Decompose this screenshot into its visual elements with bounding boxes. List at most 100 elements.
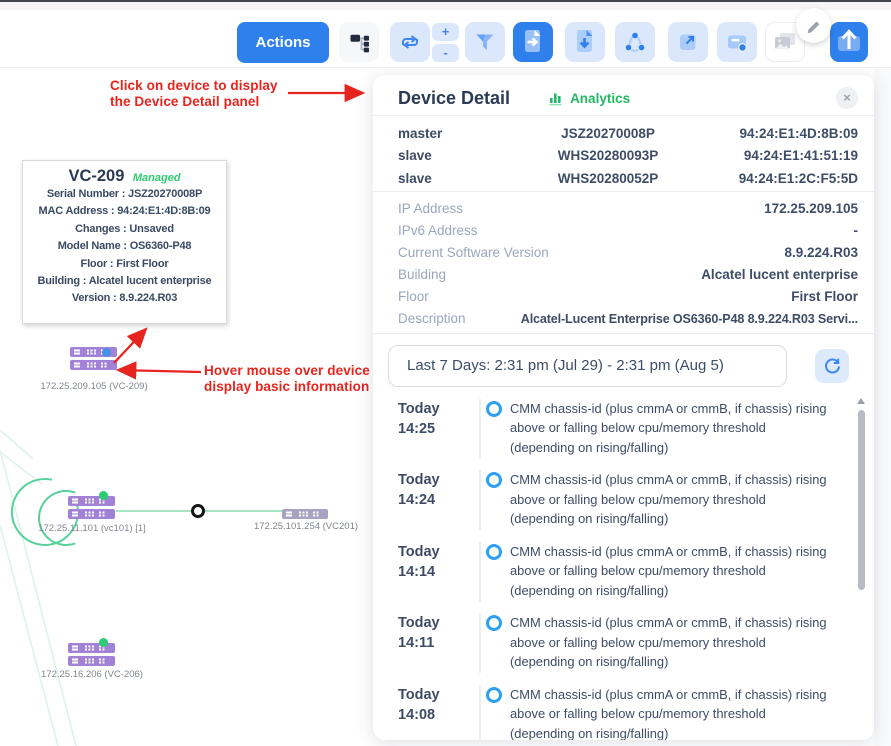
stack-row: slave WHS20280052P 94:24:E1:2C:F5:5D (398, 170, 858, 186)
device-node-vc209[interactable]: 172.25.209.105 (VC-209) (40, 347, 148, 392)
filter-icon (476, 34, 494, 50)
event-list: Today 14:25 CMM chassis-id (plus cmmA or… (373, 397, 874, 741)
event-message: CMM chassis-id (plus cmmA or cmmB, if ch… (510, 543, 827, 598)
pencil-icon (807, 21, 819, 33)
toolbar: Actions + - (0, 8, 891, 68)
archive-remove-icon (728, 35, 747, 52)
upload-button[interactable] (830, 22, 868, 62)
device-node-vc101[interactable]: 172.25.11.101 (vc101) [1] (38, 491, 146, 534)
tooltip-row: Serial Number : JSZ20270008P (46, 188, 203, 200)
tooltip-title-row: VC-209 Managed (23, 167, 226, 186)
zoom-controls: + - (432, 23, 459, 62)
tooltip-row: MAC Address : 94:24:E1:4D:8B:09 (38, 205, 211, 218)
hover-note: Hover mouse over device to display basic… (204, 363, 387, 394)
event-timestamp: Today 14:24 (398, 472, 440, 508)
archive-button[interactable] (717, 22, 757, 62)
event-message: CMM chassis-id (plus cmmA or cmmB, if ch… (510, 615, 827, 669)
import-file-icon (577, 30, 593, 52)
event-item: Today 14:25 CMM chassis-id (plus cmmA or… (373, 398, 874, 459)
panel-header: Device Detail Analytics × (373, 75, 874, 115)
import-file-button[interactable] (565, 22, 605, 62)
switch-stack-icon (68, 496, 115, 519)
page-scroll-gutter[interactable] (874, 68, 891, 746)
event-item: Today 14:24 CMM chassis-id (plus cmmA or… (373, 470, 874, 530)
stack-row: master JSZ20270008P 94:24:E1:4D:8B:09 (398, 125, 858, 141)
stack-row: slave WHS20280093P 94:24:E1:41:51:19 (398, 148, 858, 164)
switch-icon (282, 509, 328, 519)
detail-row: Description Alcatel-Lucent Enterprise OS… (398, 311, 858, 326)
actions-button[interactable]: Actions (237, 22, 329, 63)
image-icon (775, 33, 795, 49)
event-status-icon (486, 472, 502, 488)
close-panel-button[interactable]: × (836, 87, 858, 109)
edit-pencil-button[interactable] (796, 8, 831, 43)
event-message: CMM chassis-id (plus cmmA or cmmB, if ch… (510, 686, 827, 741)
date-range-picker[interactable]: Last 7 Days: 2:31 pm (Jul 29) - 2:31 pm … (388, 344, 787, 387)
event-message: CMM chassis-id (plus cmmA or cmmB, if ch… (510, 472, 827, 526)
detail-row: IPv6 Address - (398, 223, 858, 238)
tooltip-title: VC-209 (68, 167, 125, 185)
export-file-button[interactable] (513, 22, 553, 62)
device-label: 172.25.11.101 (vc101) [1] (38, 523, 146, 534)
image-button[interactable] (765, 22, 805, 62)
divider (373, 115, 874, 116)
swap-arrows-icon (402, 35, 418, 49)
date-range-section: Last 7 Days: 2:31 pm (Jul 29) - 2:31 pm … (373, 334, 874, 398)
analytics-bars-icon (549, 93, 562, 106)
tooltip-row: Model Name : OS6360-P48 (57, 240, 192, 253)
event-status-icon (486, 400, 502, 417)
event-message: CMM chassis-id (plus cmmA or cmmB, if ch… (510, 400, 827, 455)
tooltip-row: Floor : First Floor (80, 257, 169, 270)
event-timestamp: Today 14:11 (398, 615, 440, 651)
device-node-vc206[interactable]: 172.25.16.206 (VC-206) (41, 638, 143, 680)
tree-layout-button[interactable] (339, 22, 379, 62)
event-timestamp: Today 14:08 (398, 686, 440, 723)
divider (373, 190, 874, 192)
scrollbar-thumb[interactable] (858, 409, 865, 590)
event-timestamp: Today 14:14 (398, 543, 440, 580)
refresh-button[interactable] (815, 348, 849, 383)
top-strip (0, 2, 891, 10)
export-file-icon (525, 30, 541, 52)
analytics-link[interactable]: Analytics (548, 90, 630, 106)
event-status-icon (486, 543, 502, 560)
device-label: 172.25.16.206 (VC-206) (41, 669, 143, 680)
details-section: IP Address 172.25.209.105 IPv6 Address -… (373, 192, 874, 333)
window-top-edge (0, 0, 891, 2)
upload-icon (838, 29, 860, 51)
open-external-button[interactable] (668, 22, 708, 62)
share-button[interactable] (615, 22, 655, 62)
detail-row: Floor First Floor (398, 289, 858, 304)
divider (373, 332, 874, 334)
device-detail-panel: Device Detail Analytics × master JSZ2027… (373, 75, 874, 740)
detail-row: Current Software Version 8.9.224.R03 (398, 245, 858, 260)
tooltip-row: Changes : Unsaved (75, 222, 174, 235)
status-dot-blue (102, 348, 111, 357)
scroll-up-arrow[interactable] (857, 397, 865, 404)
analytics-label: Analytics (570, 90, 631, 106)
tooltip-status-badge: Managed (132, 172, 181, 184)
tooltip-row: Version : 8.9.224.R03 (71, 292, 178, 305)
event-timestamp: Today 14:25 (398, 400, 440, 437)
event-status-icon (486, 686, 502, 703)
event-item: Today 14:08 CMM chassis-id (plus cmmA or… (373, 684, 874, 741)
tooltip-row: Building : Alcatel lucent enterprise (37, 275, 212, 288)
device-node-vc201[interactable]: 172.25.101.254 (VC201) (254, 506, 358, 532)
zoom-out-button[interactable]: - (432, 44, 459, 62)
filter-button[interactable] (465, 22, 505, 62)
detail-row: IP Address 172.25.209.105 (398, 201, 858, 216)
refresh-icon (825, 358, 840, 373)
detail-row: Building Alcatel lucent enterprise (398, 267, 858, 282)
zoom-in-button[interactable]: + (432, 23, 459, 41)
panel-title: Device Detail (398, 87, 511, 108)
click-note: Click on device to display the Device De… (110, 78, 278, 109)
event-item: Today 14:11 CMM chassis-id (plus cmmA or… (373, 613, 874, 673)
tree-icon (350, 34, 369, 52)
switch-stack-icon (68, 643, 115, 666)
event-status-icon (486, 615, 502, 631)
device-label: 172.25.101.254 (VC201) (253, 521, 359, 532)
swap-layout-button[interactable] (390, 22, 430, 62)
stack-table: master JSZ20270008P 94:24:E1:4D:8B:09 sl… (373, 116, 874, 191)
event-item: Today 14:14 CMM chassis-id (plus cmmA or… (373, 541, 874, 602)
